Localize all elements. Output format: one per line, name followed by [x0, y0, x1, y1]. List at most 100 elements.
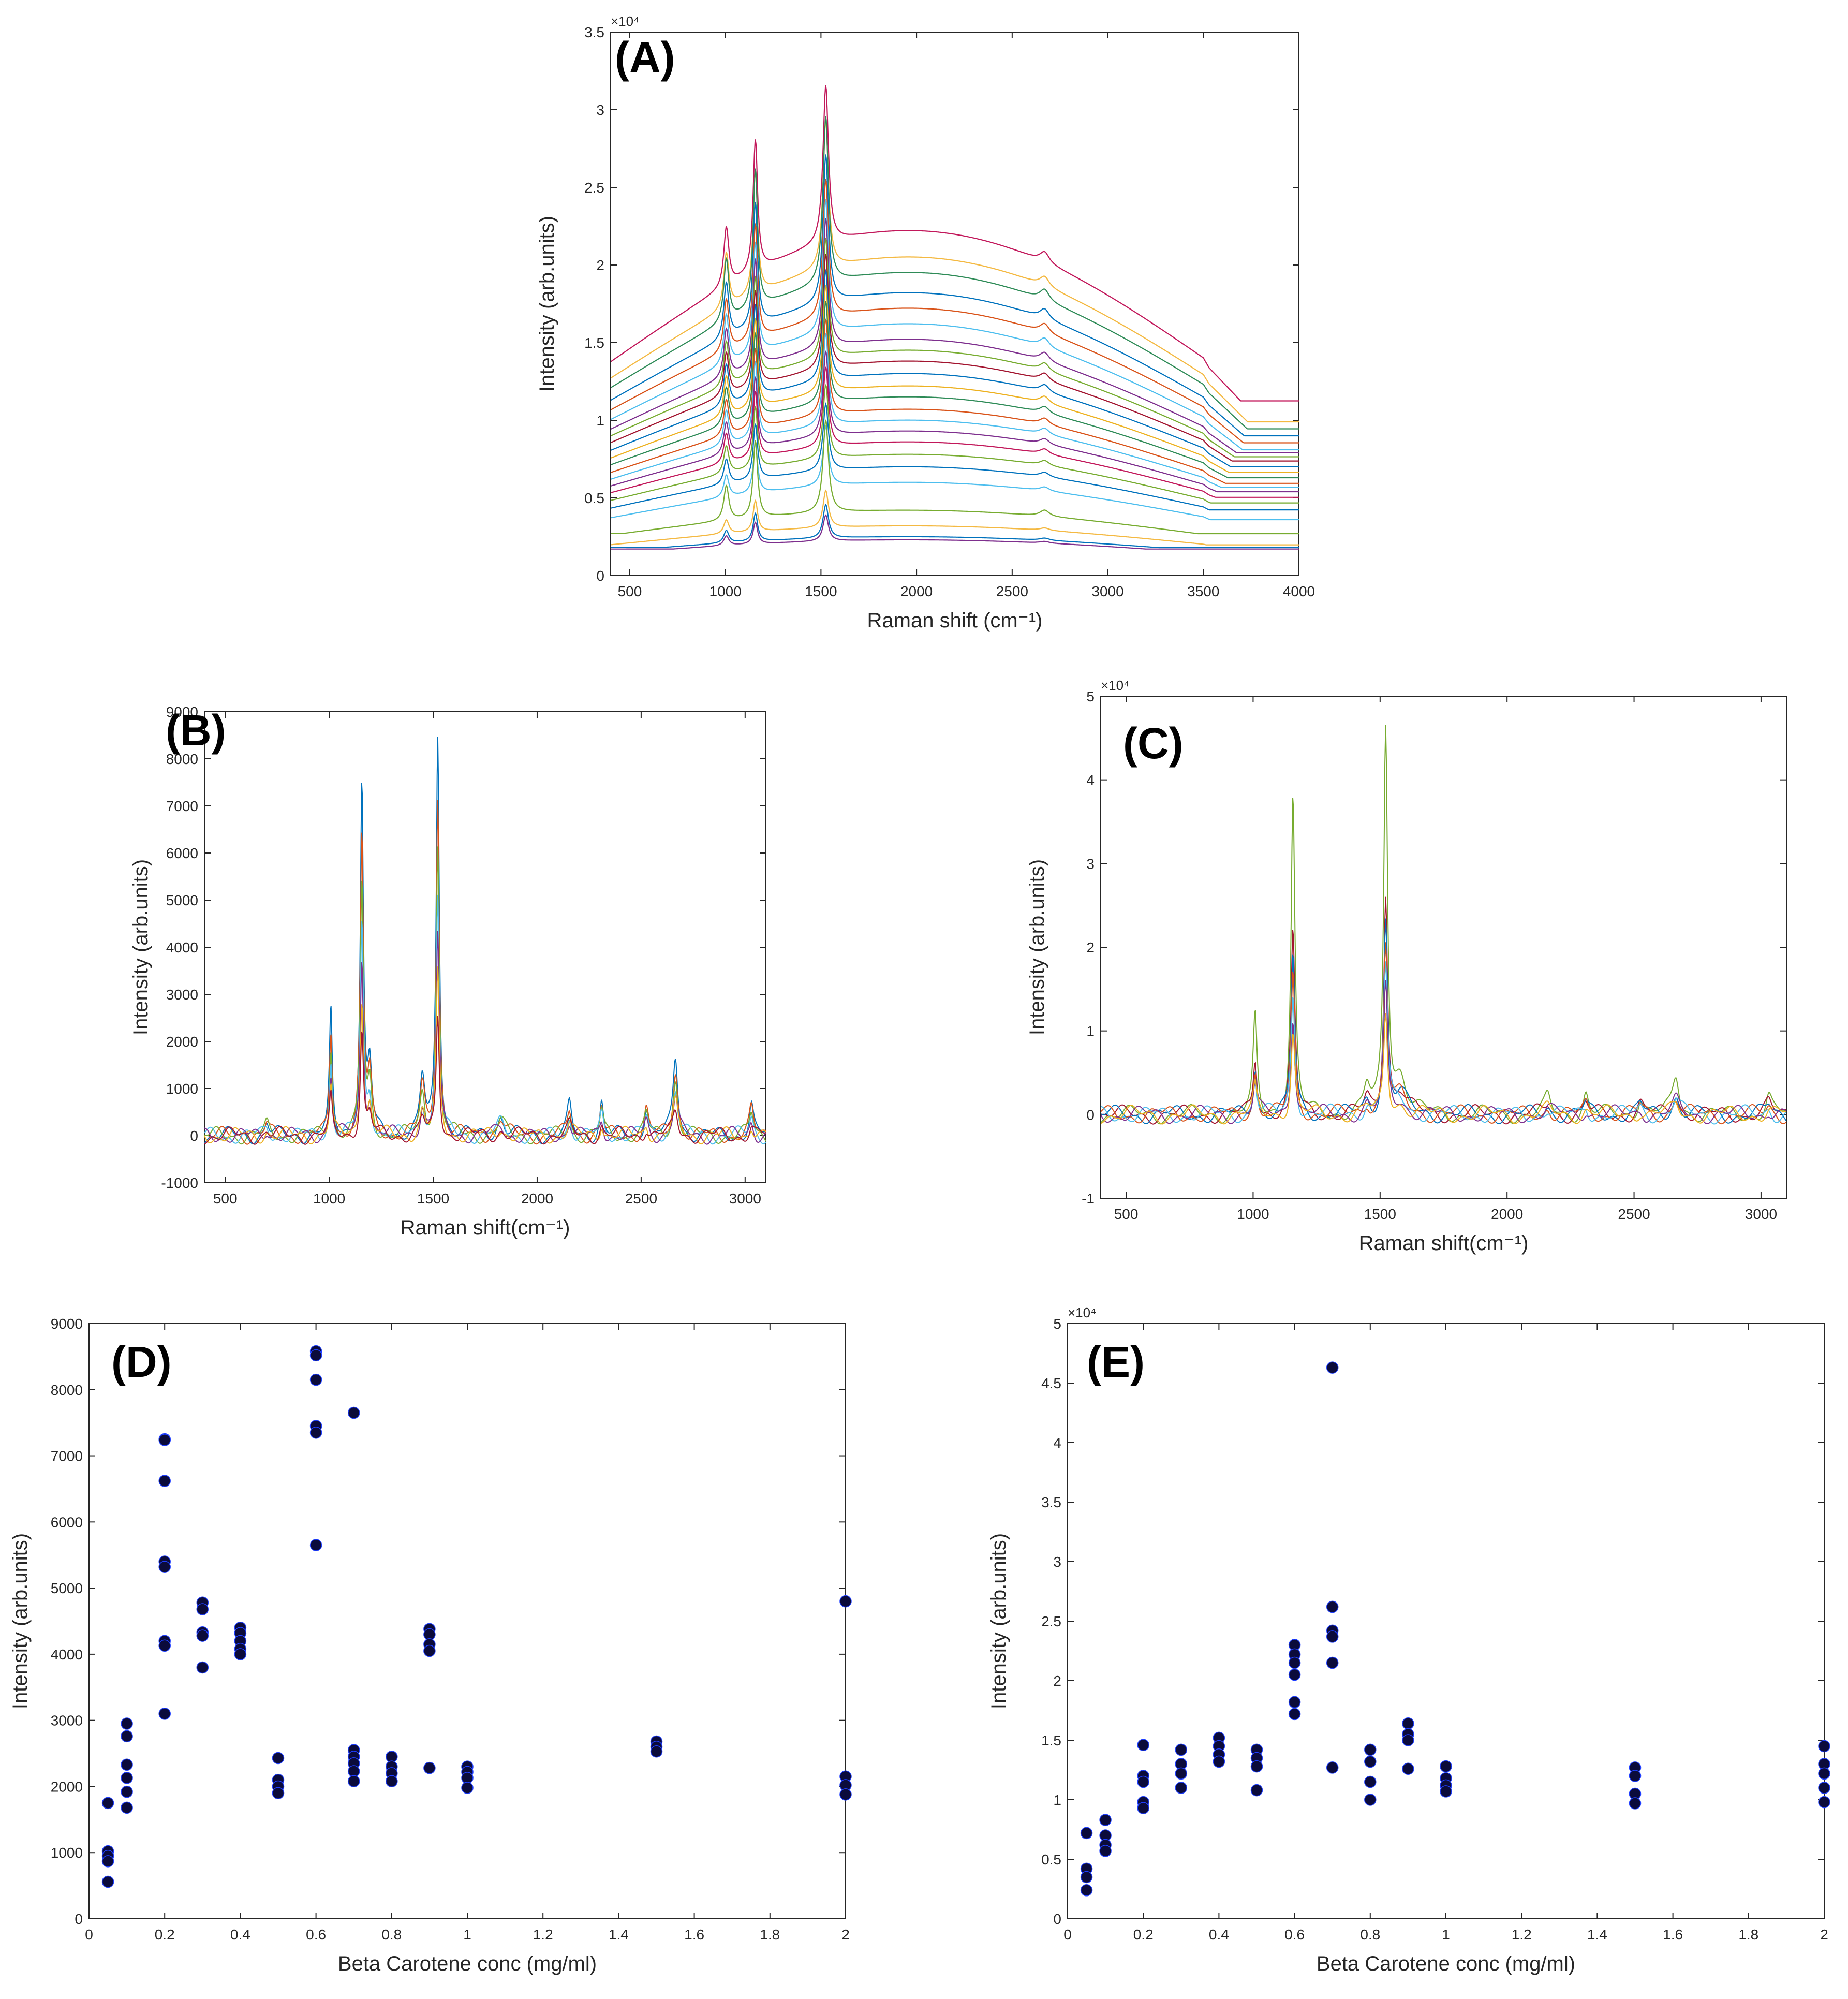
data-point	[1175, 1782, 1188, 1794]
data-point	[1440, 1785, 1452, 1798]
panel-c: 500 1000 1500 2000 2500 3000 -1 0 1 2 3 4 5 Raman shi…	[1026, 678, 1787, 1255]
series-line-s11	[611, 285, 1299, 473]
y-tick-label: 2	[1053, 1673, 1061, 1689]
x-tick-label: 1.6	[684, 1927, 704, 1943]
panel-a: 500 1000 1500 2000 2500 3000 3500 4000 0 0.5 1 1.5 2…	[536, 13, 1315, 632]
series-line-s10	[611, 269, 1299, 467]
x-tick-label: 1000	[709, 583, 742, 599]
y-multiplier-label: ×10⁴	[1068, 1305, 1096, 1320]
panel-label: (E)	[1087, 1337, 1145, 1386]
x-tick-label: 500	[618, 583, 642, 599]
data-point	[158, 1434, 171, 1446]
data-point	[1326, 1600, 1339, 1613]
data-point	[309, 1373, 322, 1386]
data-point	[1818, 1767, 1830, 1780]
y-tick-label: 3	[596, 102, 604, 118]
x-tick-label: 2000	[900, 583, 933, 599]
data-point	[1364, 1743, 1377, 1756]
data-point	[461, 1782, 474, 1794]
y-tick-label: 3.5	[1041, 1494, 1061, 1510]
data-point	[650, 1745, 663, 1758]
data-point	[347, 1406, 360, 1419]
x-tick-label: 1000	[313, 1190, 345, 1207]
panel-label: (C)	[1123, 719, 1184, 768]
y-tick-label: 3000	[51, 1713, 83, 1729]
x-tick-label: 0.4	[230, 1927, 250, 1943]
y-tick-label: 3000	[166, 987, 198, 1003]
data-point	[121, 1785, 133, 1798]
y-tick-label: 6000	[51, 1514, 83, 1530]
x-tick-label: 1.4	[609, 1927, 629, 1943]
series-line-s23	[611, 514, 1299, 550]
data-point	[272, 1787, 285, 1799]
data-point	[1364, 1775, 1377, 1788]
data-point	[386, 1775, 398, 1787]
series-line-s15	[611, 350, 1299, 493]
x-tick-label: 0.6	[1284, 1927, 1305, 1943]
y-tick-label: 1000	[51, 1845, 83, 1861]
series-line-s3	[611, 116, 1299, 430]
x-tick-label: 1	[1442, 1927, 1450, 1943]
x-tick-label: 500	[1114, 1206, 1139, 1222]
x-tick-label: 1	[463, 1927, 471, 1943]
data-point	[158, 1708, 171, 1720]
series-group	[1101, 725, 1786, 1125]
y-tick-label: 0	[1053, 1911, 1061, 1927]
data-point	[1402, 1717, 1414, 1730]
data-point	[1213, 1755, 1225, 1768]
data-point	[309, 1349, 322, 1362]
y-tick-label: 4	[1086, 772, 1095, 788]
x-tick-label: 500	[213, 1190, 238, 1207]
x-tick-label: 2000	[521, 1190, 553, 1207]
y-tick-label: 2.5	[1041, 1613, 1061, 1629]
y-tick-label: 0	[1086, 1107, 1095, 1123]
x-axis-label: Beta Carotene conc (mg/ml)	[1317, 1952, 1575, 1975]
data-point	[272, 1752, 285, 1765]
series-line-c5	[1101, 961, 1786, 1125]
data-point	[1288, 1696, 1301, 1709]
x-axis-label: Raman shift(cm⁻¹)	[1359, 1232, 1529, 1255]
data-point	[1137, 1739, 1149, 1751]
plot-frame	[1067, 1323, 1825, 1919]
data-point	[1818, 1796, 1830, 1809]
panel-e: 0 0.2 0.4 0.6 0.8 1 1.2 1.4 1.6 1.8 2 0 0.5 1 1.5 2 2.5 3…	[987, 1305, 1830, 1975]
data-point	[121, 1801, 133, 1814]
data-point	[1080, 1884, 1093, 1897]
x-tick-label: 2	[841, 1927, 850, 1943]
series-line-c7	[1101, 1013, 1786, 1125]
y-tick-label: 0.5	[584, 490, 604, 506]
series-line-s19	[611, 424, 1299, 521]
x-tick-label: 0.2	[1133, 1927, 1154, 1943]
x-tick-label: 1.2	[533, 1927, 553, 1943]
panel-label: (D)	[111, 1337, 172, 1386]
x-tick-label: 1.2	[1512, 1927, 1532, 1943]
x-tick-label: 1500	[805, 583, 837, 599]
data-point	[101, 1797, 114, 1810]
series-line-s7	[611, 217, 1299, 453]
panel-label: (A)	[615, 33, 675, 82]
series-line-s21	[611, 489, 1299, 546]
data-point	[309, 1427, 322, 1439]
y-tick-label: 1.5	[1041, 1732, 1061, 1748]
y-tick-label: -1000	[161, 1175, 198, 1191]
y-tick-label: 0.5	[1041, 1851, 1061, 1868]
x-tick-label: 2	[1820, 1927, 1828, 1943]
x-tick-label: 0.2	[155, 1927, 175, 1943]
y-tick-label: 0	[75, 1911, 83, 1927]
y-tick-label: 1	[1086, 1023, 1095, 1039]
x-tick-label: 3000	[1745, 1206, 1777, 1222]
series-line-b6	[204, 966, 766, 1145]
data-point	[1326, 1630, 1339, 1643]
data-point	[121, 1730, 133, 1743]
x-axis-label: Raman shift (cm⁻¹)	[867, 609, 1043, 632]
y-tick-label: 2000	[51, 1778, 83, 1795]
data-point	[1175, 1743, 1188, 1756]
data-point	[1326, 1761, 1339, 1774]
data-point	[1288, 1656, 1301, 1669]
y-tick-label: 7000	[51, 1448, 83, 1464]
series-line-s14	[611, 332, 1299, 488]
data-point	[1629, 1770, 1642, 1782]
y-tick-label: 4	[1053, 1435, 1061, 1451]
series-line-s20	[611, 419, 1299, 535]
